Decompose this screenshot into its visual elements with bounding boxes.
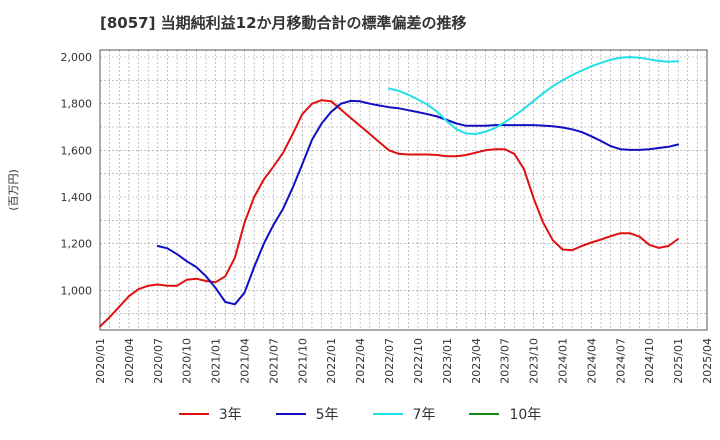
legend-swatch <box>469 413 500 415</box>
x-tick-label: 2025/01 <box>672 338 685 384</box>
x-tick-label: 2021/04 <box>239 338 252 384</box>
legend-swatch <box>275 413 306 415</box>
x-tick-label: 2022/07 <box>383 338 396 384</box>
x-tick-label: 2022/10 <box>412 338 425 384</box>
series-line-7年 <box>388 56 680 135</box>
x-tick-label: 2020/01 <box>94 338 107 384</box>
x-tick-label: 2022/04 <box>354 338 367 384</box>
gridlines <box>100 50 707 330</box>
x-tick-label: 2023/04 <box>470 338 483 384</box>
y-tick-label: 1,200 <box>61 238 93 251</box>
plot-area-frame <box>99 49 708 331</box>
legend-item: 3年 <box>178 404 242 424</box>
x-tick-label: 2023/01 <box>441 338 454 384</box>
series-line-5年 <box>156 99 680 306</box>
series-lines <box>99 56 680 328</box>
y-tick-label: 1,600 <box>61 144 93 157</box>
x-tick-label: 2021/10 <box>296 338 309 384</box>
y-axis-ticks: 1,000 1,200 1,400 1,600 1,800 2,000 <box>61 51 93 297</box>
legend-label: 3年 <box>218 407 242 423</box>
x-tick-label: 2024/10 <box>643 338 656 384</box>
chart-title: [8057] 当期純利益12か月移動合計の標準偏差の推移 <box>100 14 467 32</box>
x-tick-label: 2020/07 <box>152 338 165 384</box>
x-tick-label: 2024/04 <box>585 338 598 384</box>
legend-item: 10年 <box>469 404 541 424</box>
legend-item: 5年 <box>275 404 339 424</box>
y-axis-title: (百万円) <box>7 169 20 211</box>
legend-item: 7年 <box>372 404 436 424</box>
y-tick-label: 1,800 <box>61 98 93 111</box>
x-tick-label: 2023/07 <box>499 338 512 384</box>
x-tick-label: 2021/01 <box>210 338 223 384</box>
legend-swatch <box>178 413 209 415</box>
x-axis-ticks: 2020/01 2020/04 2020/07 2020/10 2021/01 2021/… <box>94 338 714 384</box>
series-line-3年 <box>99 99 680 328</box>
x-tick-label: 2022/01 <box>325 338 338 384</box>
legend-label: 7年 <box>412 407 436 423</box>
y-tick-label: 2,000 <box>61 51 93 64</box>
x-tick-label: 2021/07 <box>267 338 280 384</box>
legend-label: 5年 <box>315 407 339 423</box>
x-tick-label: 2025/04 <box>701 338 714 384</box>
x-tick-label: 2020/04 <box>123 338 136 384</box>
x-tick-label: 2023/10 <box>528 338 541 384</box>
x-tick-label: 2020/10 <box>181 338 194 384</box>
y-tick-label: 1,000 <box>61 284 93 297</box>
x-tick-label: 2024/01 <box>556 338 569 384</box>
x-tick-label: 2024/07 <box>614 338 627 384</box>
legend-swatch <box>372 413 403 415</box>
legend-label: 10年 <box>509 407 542 423</box>
y-tick-label: 1,400 <box>61 191 93 204</box>
legend: 3年 5年 7年 10年 <box>0 404 720 424</box>
